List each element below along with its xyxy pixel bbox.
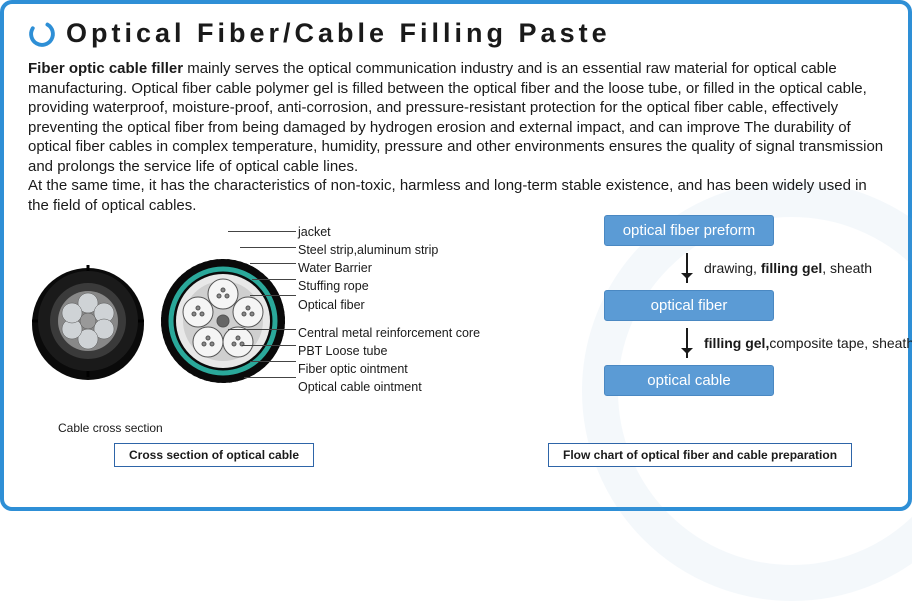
flow-step-2-label: filling gel,composite tape, sheath, etc — [704, 335, 912, 351]
lead-line — [252, 279, 296, 280]
flow-chart: optical fiber preform drawing, filling g… — [568, 215, 898, 396]
layer-labels: jacket Steel strip,aluminum strip Water … — [298, 223, 548, 396]
caption-box-left: Cross section of optical cable — [114, 443, 314, 467]
lower-section: Cable cross section jacket Steel strip,a… — [28, 223, 884, 483]
lead-line — [250, 263, 296, 264]
flow-step-1-label: drawing, filling gel, sheath — [704, 260, 872, 276]
lead-line — [242, 345, 296, 346]
flow-node-cable: optical cable — [604, 365, 774, 396]
lead-line — [244, 377, 296, 378]
arrow-down-icon — [686, 253, 688, 283]
cable-photo-icon — [28, 246, 148, 396]
arrow-down-icon — [686, 328, 688, 358]
page-title: Optical Fiber/Cable Filling Paste — [66, 18, 611, 49]
lead-line — [228, 231, 296, 232]
cable-schematic-icon — [158, 236, 288, 406]
flow-step-1-bold: filling gel — [761, 260, 822, 276]
lead-line — [250, 361, 296, 362]
layer-label: Fiber optic ointment — [298, 360, 548, 378]
lead-line — [240, 247, 296, 248]
layer-label: Water Barrier — [298, 259, 548, 277]
layer-label: Stuffing rope — [298, 277, 548, 295]
flow-arrow-row: filling gel,composite tape, sheath, etc — [568, 321, 898, 365]
flow-node-fiber: optical fiber — [604, 290, 774, 321]
intro-bold: Fiber optic cable filler — [28, 60, 183, 77]
layer-label: Optical cable ointment — [298, 378, 548, 396]
lead-line — [250, 295, 296, 296]
flow-step-1-pre: drawing, — [704, 260, 761, 276]
layer-label: Optical fiber — [298, 296, 548, 314]
content-area: Optical Fiber/Cable Filling Paste Fiber … — [8, 8, 904, 503]
layer-label: Steel strip,aluminum strip — [298, 241, 548, 259]
intro-paragraph-2: At the same time, it has the characteris… — [28, 176, 884, 215]
flow-node-preform: optical fiber preform — [604, 215, 774, 246]
cable-cross-section-image — [28, 223, 288, 418]
flow-arrow-row: drawing, filling gel, sheath — [568, 246, 898, 290]
intro-paragraph-1: Fiber optic cable filler mainly serves t… — [28, 59, 884, 176]
flow-step-2-post: composite tape, sheath, etc — [769, 335, 912, 351]
title-row: Optical Fiber/Cable Filling Paste — [28, 18, 884, 49]
cable-caption: Cable cross section — [58, 421, 163, 435]
lead-line — [228, 329, 296, 330]
flow-step-2-bold: filling gel, — [704, 335, 769, 351]
layer-label: jacket — [298, 223, 548, 241]
layer-label: PBT Loose tube — [298, 342, 548, 360]
caption-box-right: Flow chart of optical fiber and cable pr… — [548, 443, 852, 467]
flow-step-1-post: , sheath — [822, 260, 872, 276]
spinner-icon — [28, 20, 56, 48]
intro-rest: mainly serves the optical communication … — [28, 60, 883, 175]
layer-label: Central metal reinforcement core — [298, 324, 548, 342]
